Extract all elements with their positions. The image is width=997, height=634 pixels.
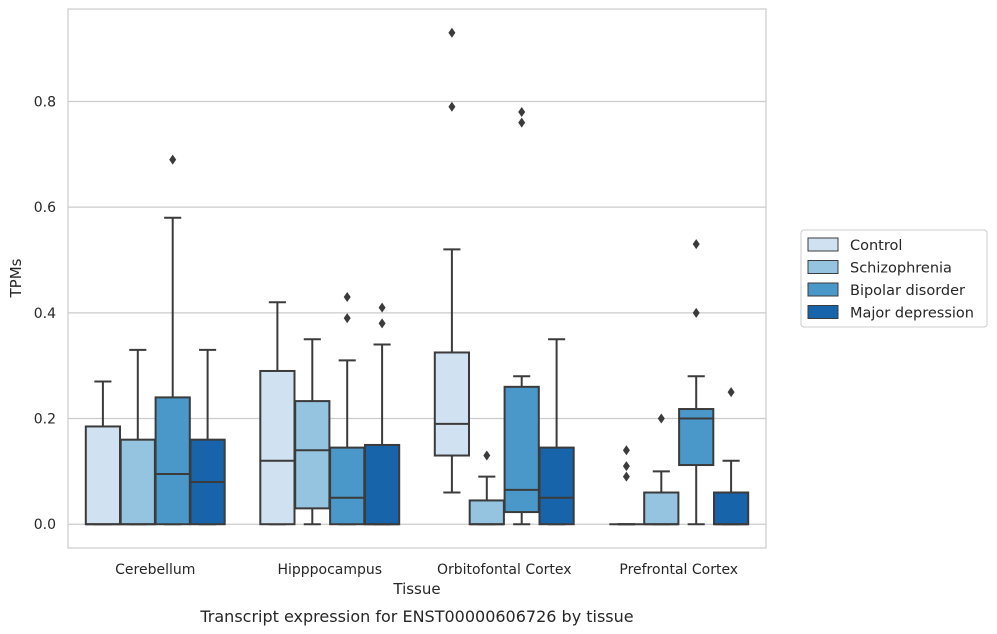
outlier-point: [343, 291, 351, 302]
box: [294, 400, 331, 510]
x-axis-label: Tissue: [392, 580, 440, 598]
y-tick-label: 0.2: [34, 412, 56, 428]
outlier-point: [483, 450, 491, 461]
box: [468, 499, 505, 526]
x-tick-label: Prefrontal Cortex: [619, 562, 738, 578]
outlier-point: [657, 413, 665, 424]
box: [433, 351, 471, 457]
y-axis-label: TPMs: [7, 258, 25, 298]
legend-label: Control: [850, 238, 902, 254]
outlier-point: [343, 313, 351, 324]
box-group: [433, 27, 575, 526]
legend-label: Schizophrenia: [850, 261, 952, 277]
legend-box: [800, 229, 988, 328]
outlier-point: [378, 318, 386, 329]
legend-swatch: [807, 260, 839, 274]
box-group: [259, 291, 401, 526]
box: [678, 408, 715, 467]
box: [643, 491, 680, 526]
box: [154, 396, 191, 526]
y-tick-label: 0.8: [34, 94, 56, 110]
box: [329, 446, 366, 526]
y-tick-label: 0.6: [34, 200, 56, 216]
box-group: [609, 239, 750, 526]
outlier-point: [622, 445, 630, 456]
legend: Control Schizophrenia Bipolar disorder Majo…: [800, 229, 988, 328]
y-tick-labels: 0.0 0.2 0.4 0.6 0.8: [34, 94, 56, 533]
legend-swatch: [807, 237, 839, 252]
box: [538, 446, 575, 526]
box: [503, 385, 540, 514]
outlier-point: [169, 154, 177, 165]
outlier-point: [692, 239, 700, 250]
x-tick-label: Hipppocampus: [277, 562, 382, 578]
x-tick-labels: Cerebellum Hipppocampus Orbitofontal Corte…: [115, 562, 738, 578]
legend-swatch: [807, 282, 839, 297]
y-tick-label: 0.0: [34, 517, 56, 533]
x-tick-label: Cerebellum: [115, 562, 195, 578]
box-groups: [84, 27, 750, 526]
outlier-point: [448, 27, 456, 38]
box: [84, 425, 122, 526]
outlier-point: [727, 387, 735, 398]
box-group: [84, 154, 226, 526]
chart-caption: Transcript expression for ENST0000060672…: [199, 607, 633, 626]
y-tick-label: 0.4: [34, 306, 56, 322]
box: [363, 443, 401, 526]
legend-label: Major depression: [850, 306, 974, 322]
outlier-point: [692, 307, 700, 318]
outlier-point: [622, 471, 630, 482]
box: [259, 369, 296, 526]
outlier-point: [518, 117, 526, 128]
legend-swatch: [807, 305, 839, 319]
outlier-point: [448, 101, 456, 112]
box: [712, 491, 750, 526]
plot-frame: [67, 8, 767, 549]
box: [119, 438, 156, 526]
outlier-point: [518, 107, 526, 118]
x-tick-label: Orbitofontal Cortex: [437, 562, 572, 578]
legend-label: Bipolar disorder: [850, 283, 965, 299]
outlier-point: [378, 302, 386, 313]
outlier-point: [622, 461, 630, 472]
